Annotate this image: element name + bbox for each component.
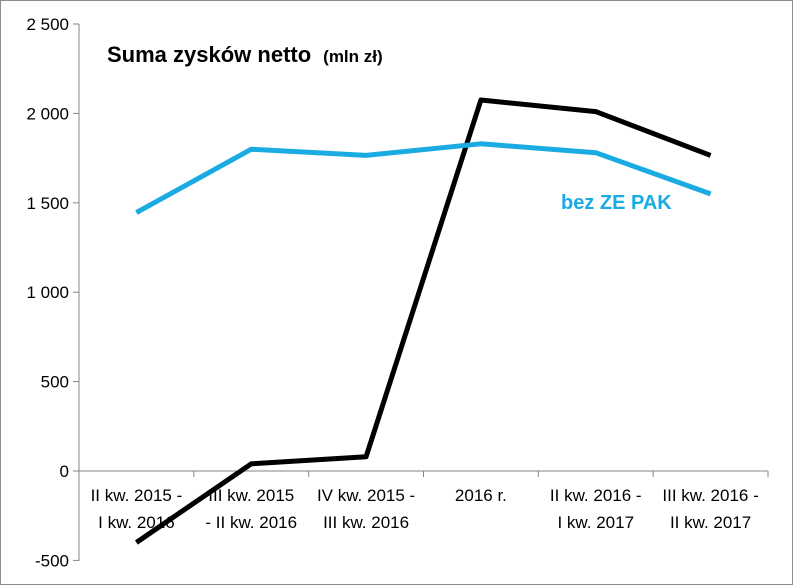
x-category-label: I kw. 2017 (557, 513, 634, 532)
x-category-label: III kw. 2016 (323, 513, 409, 532)
axes (73, 23, 769, 561)
y-tick-label: 500 (41, 373, 69, 392)
y-tick-label: 1 000 (26, 283, 69, 302)
y-tick-label: -500 (35, 551, 69, 570)
y-tick-label: 2 500 (26, 15, 69, 34)
x-category-label: III kw. 2016 - (662, 486, 758, 505)
x-category-label: IV kw. 2015 - (317, 486, 415, 505)
chart-title-text: Suma zysków netto (107, 42, 311, 67)
chart-title-unit: (mln zł) (323, 47, 383, 66)
series-label-bez-ze-pak: bez ZE PAK (561, 192, 672, 214)
y-tick-label: 0 (60, 462, 69, 481)
series-lines (134, 97, 712, 545)
series-line-total (134, 97, 712, 545)
x-category-label: II kw. 2016 - (550, 486, 642, 505)
x-category-label: III kw. 2015 (208, 486, 294, 505)
x-category-label: II kw. 2015 - (91, 486, 183, 505)
x-category-label: - II kw. 2016 (205, 513, 297, 532)
y-tick-labels: 2 500 2 000 1 500 1 000 500 0 -500 (26, 15, 69, 570)
y-tick-label: 2 000 (26, 104, 69, 123)
x-category-label: 2016 r. (455, 486, 507, 505)
series-line-bez-ze-pak (135, 141, 712, 215)
y-tick-label: 1 500 (26, 194, 69, 213)
chart-title: Suma zysków netto (mln zł) (107, 42, 383, 67)
x-category-label: II kw. 2017 (670, 513, 751, 532)
